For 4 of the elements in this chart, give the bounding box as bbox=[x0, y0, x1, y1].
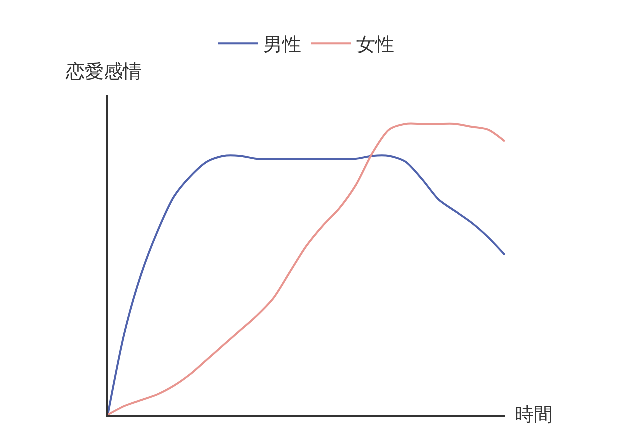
y-axis-title: 恋愛感情 bbox=[65, 61, 142, 83]
x-axis-title: 時間 bbox=[515, 404, 553, 426]
legend-label: 男性 bbox=[264, 34, 302, 56]
legend-label: 女性 bbox=[356, 34, 394, 56]
